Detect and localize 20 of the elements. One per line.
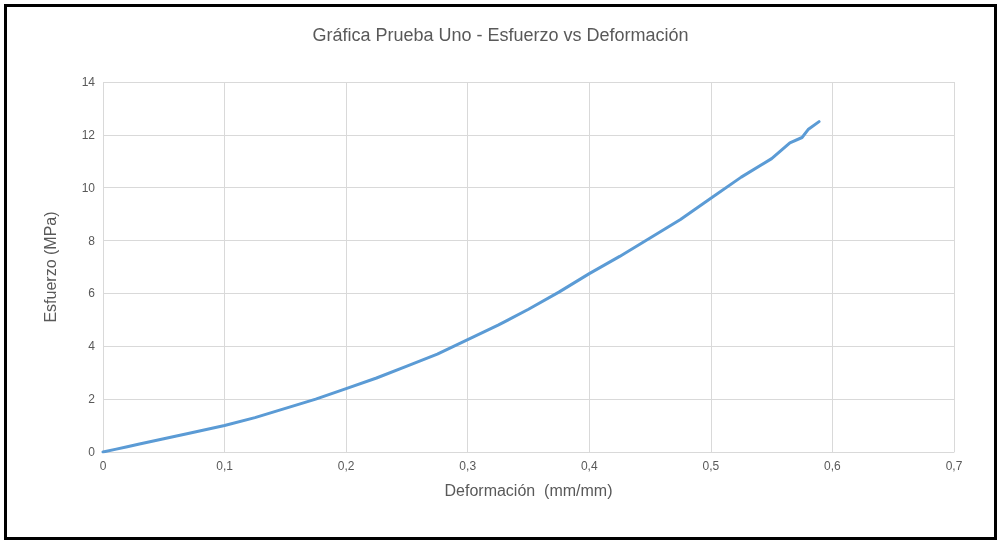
chart-title: Gráfica Prueba Uno - Esfuerzo vs Deformación: [312, 25, 689, 45]
y-tick-label: 12: [81, 127, 96, 142]
y-tick-label: 0: [88, 445, 96, 459]
y-tick-label: 6: [88, 286, 96, 301]
x-tick-label: 0: [99, 459, 107, 473]
line-series: [101, 120, 821, 454]
x-tick-label: 0,4: [580, 459, 598, 473]
y-tick-label: 10: [81, 180, 96, 195]
x-tick-label: 0,5: [702, 459, 720, 473]
y-tick-label: 4: [88, 339, 96, 354]
y-tick-label: 8: [88, 233, 96, 248]
x-axis-title: Deformación (mm/mm): [444, 481, 613, 499]
x-tick-label: 0,1: [216, 459, 234, 473]
x-tick-label: 0,3: [459, 459, 477, 473]
x-tick-label: 0,6: [824, 459, 842, 473]
y-axis-title: Esfuerzo (MPa): [41, 211, 59, 323]
x-tick-label: 0,2: [337, 459, 355, 473]
x-tick-label: 0,7: [945, 459, 963, 473]
y-tick-label: 14: [81, 75, 96, 89]
y-tick-label: 2: [88, 392, 96, 407]
